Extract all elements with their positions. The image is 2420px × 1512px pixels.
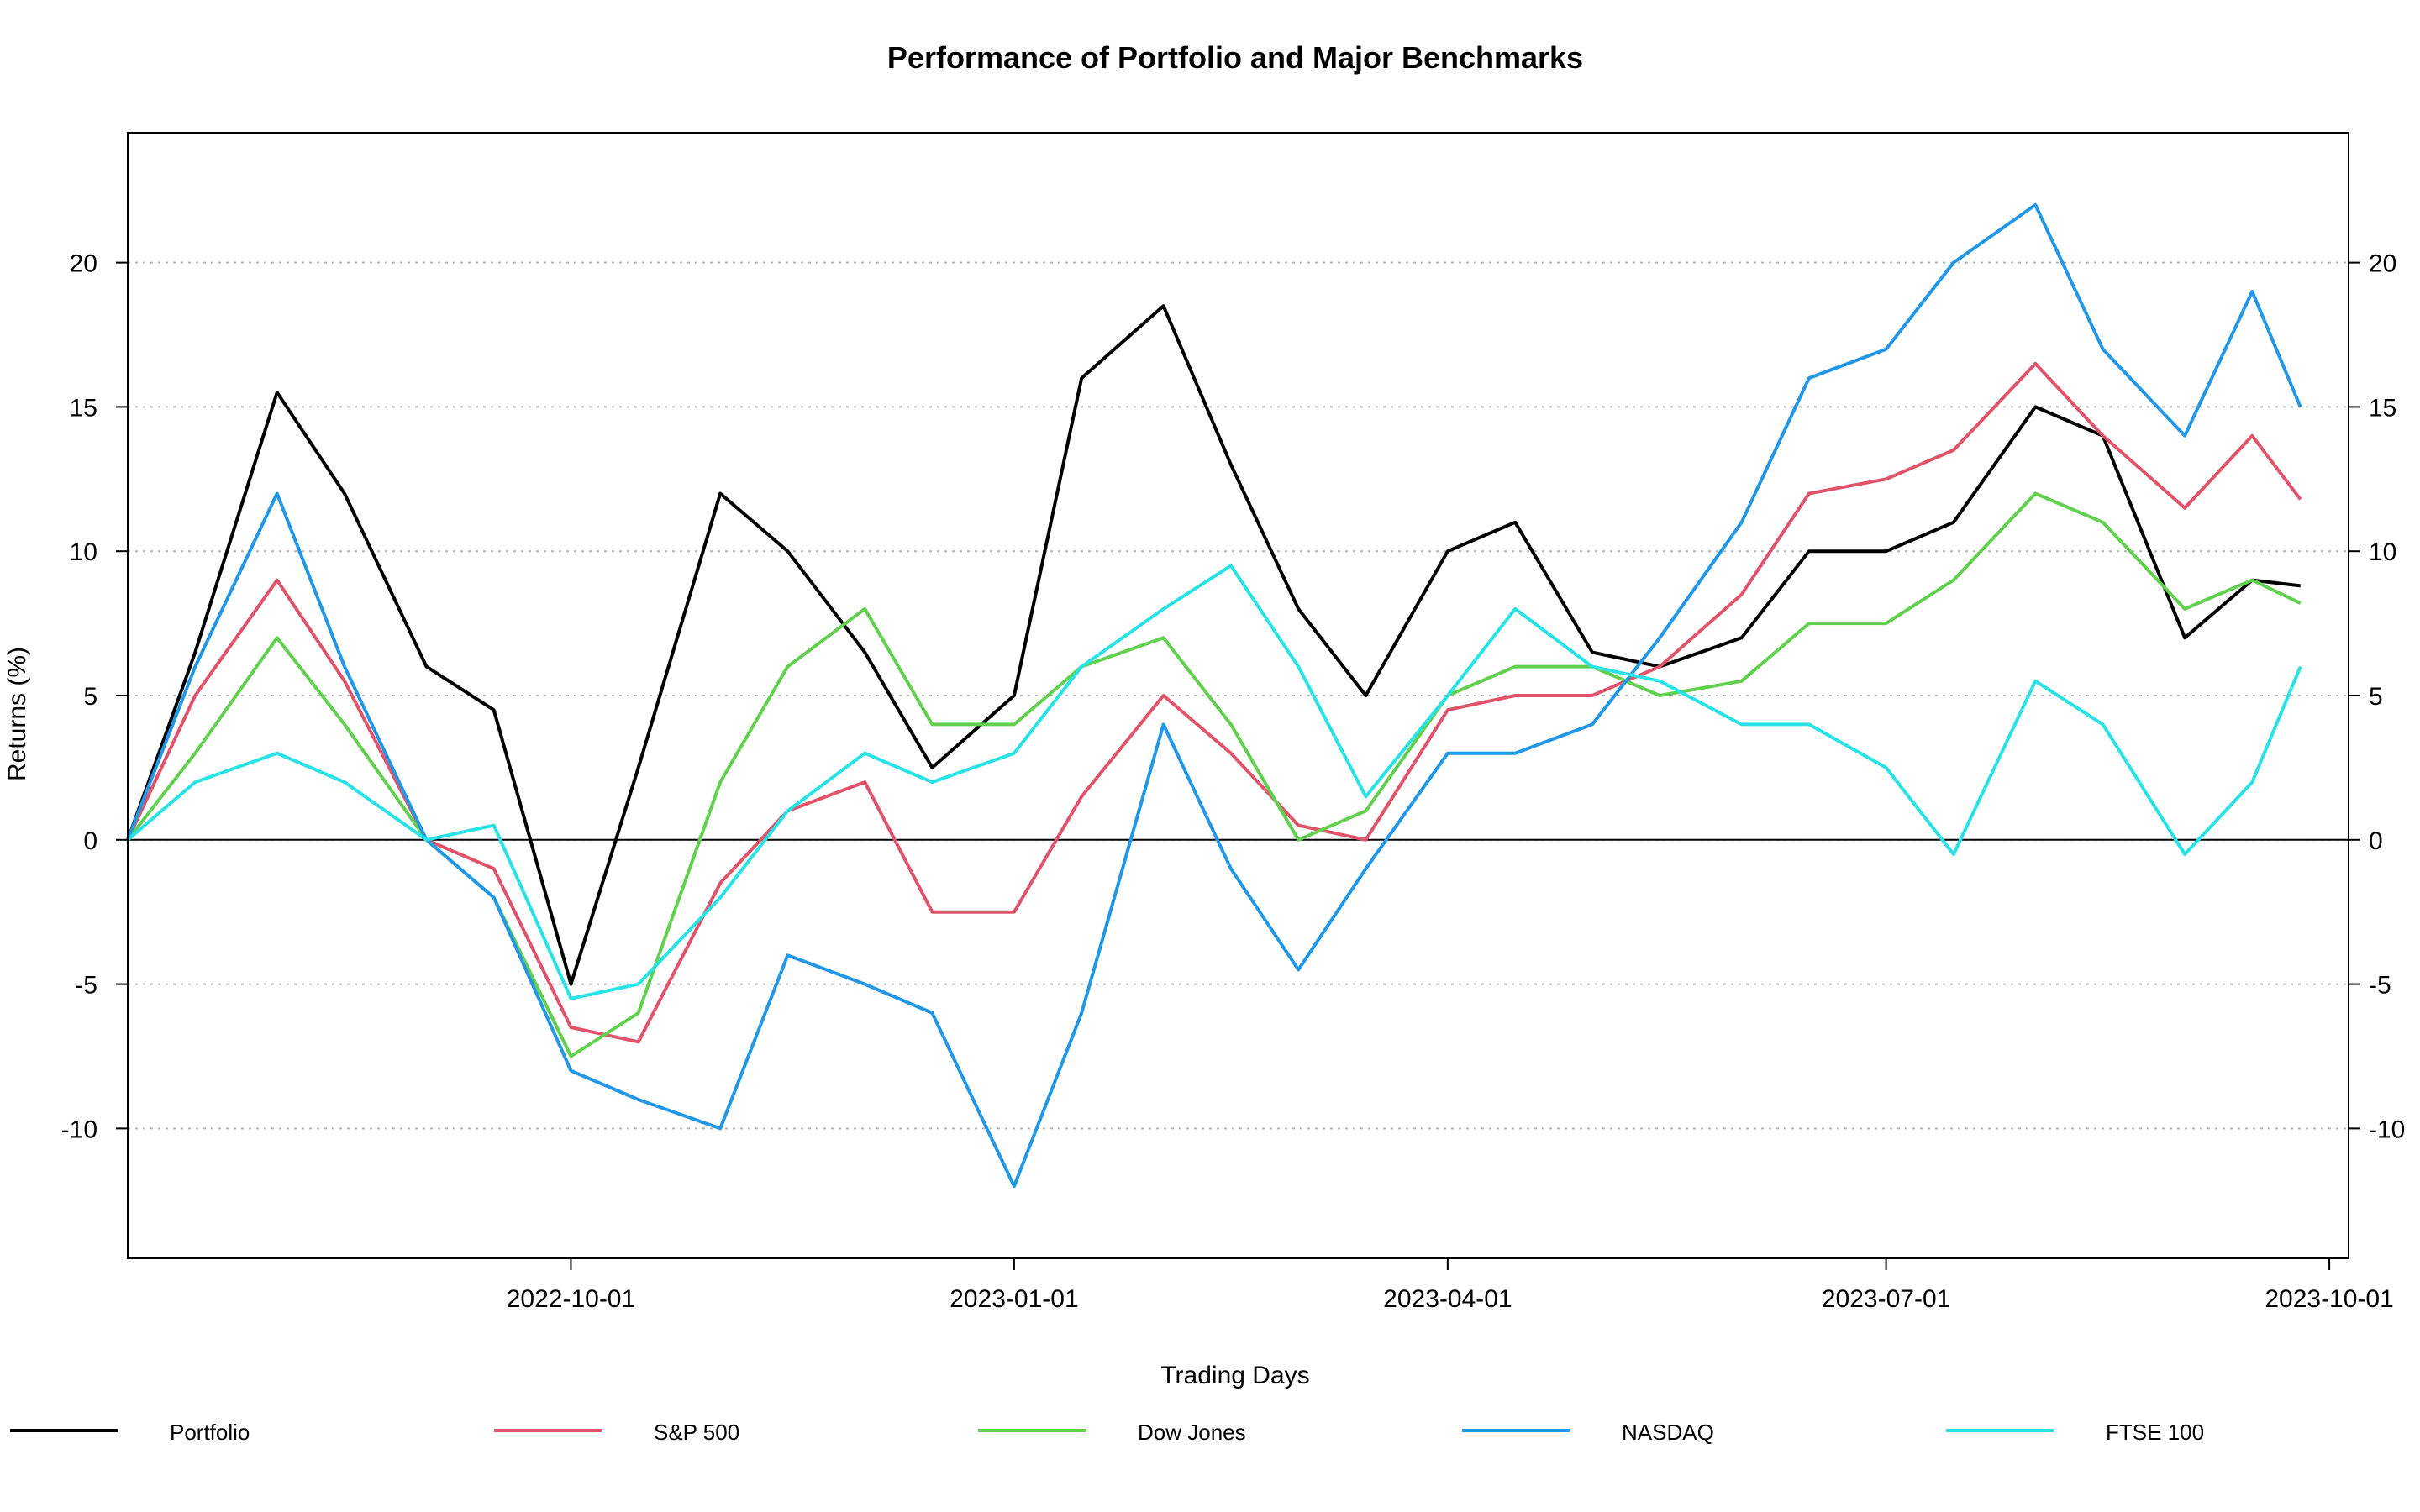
legend-item-nasdaq: NASDAQ bbox=[1462, 1420, 1714, 1445]
y-axis: -10 -10 -5 -5 0 0 5 5 10 10 15 15 20 20 bbox=[61, 250, 2406, 1144]
legend-label: NASDAQ bbox=[1622, 1420, 1714, 1445]
legend-item-s-p-500: S&P 500 bbox=[494, 1420, 739, 1445]
y-axis-label: Returns (%) bbox=[3, 647, 31, 781]
y-tick-label-left: 20 bbox=[70, 250, 97, 278]
legend-item-ftse-100: FTSE 100 bbox=[1946, 1420, 2204, 1445]
legend-label: S&P 500 bbox=[654, 1420, 739, 1445]
x-tick-label: 2022-10-01 bbox=[507, 1285, 635, 1313]
y-tick-label-right: -5 bbox=[2369, 972, 2391, 1000]
y-tick-label-left: -10 bbox=[61, 1116, 97, 1143]
y-tick-label-right: 5 bbox=[2369, 683, 2383, 711]
legend-item-dow-jones: Dow Jones bbox=[978, 1420, 1246, 1445]
legend-label: Dow Jones bbox=[1138, 1420, 1246, 1445]
x-tick-label: 2023-10-01 bbox=[2265, 1285, 2393, 1313]
y-tick-label-left: 0 bbox=[83, 827, 97, 855]
x-tick-label: 2023-04-01 bbox=[1383, 1285, 1512, 1313]
x-axis: 2022-10-01 2023-01-01 2023-04-01 2023-07-01… bbox=[507, 1258, 2394, 1313]
series-line-ftse-100 bbox=[126, 564, 2302, 1000]
series-line-s-p-500 bbox=[126, 361, 2302, 1044]
y-tick-label-right: 0 bbox=[2369, 827, 2383, 855]
y-tick-label-right: 10 bbox=[2369, 538, 2396, 566]
series-lines bbox=[126, 202, 2302, 1189]
legend-item-portfolio: Portfolio bbox=[10, 1420, 250, 1445]
x-tick-label: 2023-07-01 bbox=[1822, 1285, 1950, 1313]
x-axis-label: Trading Days bbox=[1160, 1362, 1309, 1389]
y-tick-label-left: 10 bbox=[70, 538, 97, 566]
legend: Portfolio S&P 500 Dow Jones NASDAQ FTSE 100 bbox=[10, 1420, 2204, 1445]
y-tick-label-right: 20 bbox=[2369, 250, 2396, 278]
legend-label: FTSE 100 bbox=[2106, 1420, 2204, 1445]
y-tick-label-left: -5 bbox=[75, 972, 97, 1000]
x-tick-label: 2023-01-01 bbox=[950, 1285, 1078, 1313]
y-tick-label-right: -10 bbox=[2369, 1116, 2405, 1143]
y-tick-label-left: 5 bbox=[83, 683, 97, 711]
legend-label: Portfolio bbox=[170, 1420, 250, 1445]
gridlines bbox=[128, 261, 2349, 1130]
series-line-portfolio bbox=[126, 304, 2301, 986]
y-tick-label-left: 15 bbox=[70, 394, 97, 422]
y-tick-label-right: 15 bbox=[2369, 394, 2396, 422]
chart-title: Performance of Portfolio and Major Bench… bbox=[887, 40, 1583, 75]
series-line-nasdaq bbox=[126, 202, 2302, 1189]
